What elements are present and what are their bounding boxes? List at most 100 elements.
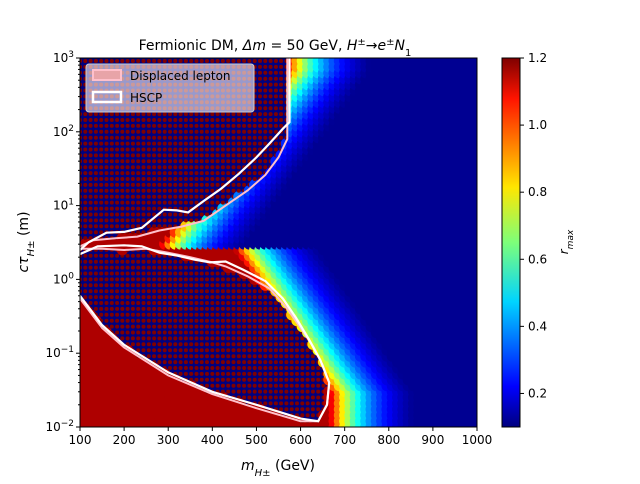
heat-point: [205, 265, 209, 270]
heat-point: [146, 306, 151, 311]
heat-point: [178, 336, 183, 341]
heat-point: [273, 348, 278, 353]
heat-point: [194, 324, 199, 329]
heat-point: [226, 159, 231, 164]
heat-point: [88, 295, 93, 300]
heat-point: [247, 177, 252, 181]
heat-point: [183, 360, 188, 365]
heat-point: [189, 301, 194, 305]
heat-point: [104, 253, 109, 258]
heat-point: [205, 324, 209, 329]
heat-point: [93, 224, 98, 229]
heat-point: [157, 295, 162, 300]
heat-point: [273, 112, 278, 117]
heat-point: [273, 336, 278, 341]
heat-point: [173, 171, 178, 176]
heat-point: [189, 112, 194, 117]
heat-point: [183, 324, 188, 329]
heat-point: [258, 88, 262, 93]
heat-point: [205, 360, 209, 365]
heat-point: [194, 318, 199, 323]
heat-point: [215, 59, 220, 63]
heat-point: [162, 277, 167, 282]
heat-point: [146, 188, 151, 193]
heat-point: [136, 324, 141, 329]
heat-point: [220, 200, 225, 205]
heat-point: [284, 348, 289, 353]
heat-point: [178, 354, 183, 359]
heat-point: [130, 277, 135, 282]
heat-point: [316, 401, 321, 406]
heat-point: [268, 312, 273, 317]
heat-point: [252, 318, 257, 323]
heat-point: [236, 147, 241, 152]
heat-point: [146, 153, 151, 158]
heat-point: [104, 206, 109, 211]
heat-point: [141, 342, 146, 347]
heat-point: [125, 165, 130, 170]
heat-point: [93, 129, 98, 134]
heat-point: [183, 289, 188, 294]
heat-point: [136, 289, 141, 294]
heat-point: [295, 407, 299, 412]
heat-point: [273, 354, 278, 359]
heat-point: [258, 59, 262, 63]
heat-point: [173, 118, 178, 122]
heat-point: [183, 312, 188, 317]
heat-point: [125, 206, 130, 211]
heat-point: [104, 59, 109, 63]
heat-point: [109, 312, 114, 317]
heat-point: [168, 212, 172, 217]
heat-point: [252, 360, 257, 365]
heat-point: [120, 112, 125, 117]
heat-point: [115, 253, 120, 258]
heat-point: [152, 171, 157, 176]
heat-point: [93, 259, 98, 264]
heat-point: [268, 342, 273, 347]
heat-point: [194, 177, 199, 181]
heat-point: [210, 318, 215, 323]
heat-point: [242, 283, 247, 288]
heat-point: [173, 336, 178, 341]
heat-point: [279, 59, 284, 63]
heat-point: [258, 354, 262, 359]
plot-area: [80, 58, 477, 427]
heat-point: [183, 301, 188, 305]
colorbar-tick-label: 1.2: [528, 51, 547, 65]
heat-point: [194, 212, 199, 217]
heat-point: [273, 312, 278, 317]
heat-point: [194, 118, 199, 122]
heat-point: [215, 301, 220, 305]
heat-point: [99, 218, 104, 223]
heat-point: [194, 342, 199, 347]
heat-point: [120, 177, 125, 181]
heat-point: [199, 159, 204, 164]
heat-point: [199, 59, 204, 63]
heat-point: [220, 354, 225, 359]
heat-point: [178, 318, 183, 323]
heat-point: [194, 194, 199, 199]
heat-point: [141, 306, 146, 311]
heat-point: [231, 383, 236, 388]
heat-point: [194, 153, 199, 158]
heat-point: [162, 159, 167, 164]
heat-point: [268, 395, 273, 400]
heat-point: [168, 271, 172, 276]
heat-point: [93, 200, 98, 205]
heat-point: [252, 289, 257, 294]
heat-point: [130, 306, 135, 311]
heat-point: [115, 188, 120, 193]
heat-point: [173, 295, 178, 300]
heat-point: [295, 342, 299, 347]
heat-point: [83, 277, 88, 282]
heat-point: [104, 200, 109, 205]
heat-point: [199, 330, 204, 335]
heat-point: [268, 330, 273, 335]
heat-point: [157, 336, 162, 341]
heat-point: [199, 147, 204, 152]
heat-point: [168, 129, 172, 134]
heat-point: [263, 401, 268, 406]
heat-point: [99, 112, 104, 117]
heat-point: [199, 348, 204, 353]
